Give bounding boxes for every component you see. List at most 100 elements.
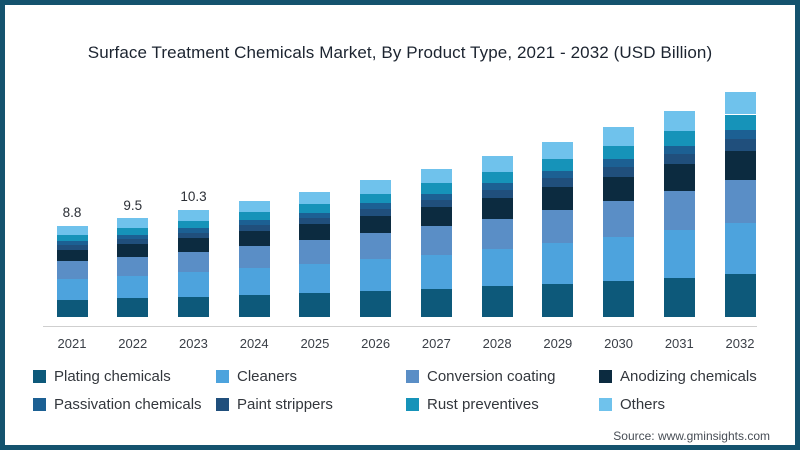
stacked-bar-2021 bbox=[56, 225, 88, 317]
segment-passivation-chemicals bbox=[663, 145, 695, 154]
legend-label: Rust preventives bbox=[427, 396, 539, 413]
segment-plating-chemicals bbox=[724, 274, 756, 317]
x-tick-2022: 2022 bbox=[118, 336, 148, 351]
segment-conversion-coating bbox=[117, 256, 149, 276]
segment-conversion-coating bbox=[663, 191, 695, 231]
x-tick-2023: 2023 bbox=[178, 336, 208, 351]
total-label-2021: 8.8 bbox=[62, 204, 82, 220]
segment-rust-preventives bbox=[724, 114, 756, 131]
segment-anodizing-chemicals bbox=[360, 215, 392, 234]
segment-paint-strippers bbox=[603, 166, 635, 177]
segment-cleaners bbox=[238, 268, 270, 295]
legend-label: Anodizing chemicals bbox=[620, 368, 757, 385]
stacked-bar-2027 bbox=[420, 168, 452, 317]
stacked-bar-2026 bbox=[360, 180, 392, 317]
legend-label: Plating chemicals bbox=[54, 368, 171, 385]
legend-label: Conversion coating bbox=[427, 368, 556, 385]
legend-swatch-icon bbox=[406, 398, 419, 411]
stacked-bar-2031 bbox=[663, 110, 695, 317]
legend-label: Others bbox=[620, 396, 666, 413]
segment-paint-strippers bbox=[238, 225, 270, 231]
legend-label: Paint strippers bbox=[237, 396, 333, 413]
segment-others bbox=[603, 127, 635, 147]
stacked-bar-2028 bbox=[481, 155, 513, 317]
segment-rust-preventives bbox=[360, 193, 392, 204]
x-tick-2024: 2024 bbox=[239, 336, 269, 351]
total-label-2022: 9.5 bbox=[123, 197, 143, 213]
legend-item-others: Others bbox=[599, 396, 779, 413]
segment-cleaners bbox=[420, 254, 452, 289]
x-tick-2021: 2021 bbox=[57, 336, 87, 351]
segment-conversion-coating bbox=[603, 201, 635, 238]
segment-passivation-chemicals bbox=[117, 234, 149, 239]
segment-cleaners bbox=[177, 272, 209, 297]
segment-others bbox=[360, 180, 392, 194]
segment-passivation-chemicals bbox=[299, 212, 331, 218]
segment-plating-chemicals bbox=[420, 288, 452, 317]
segment-anodizing-chemicals bbox=[603, 176, 635, 202]
x-tick-2027: 2027 bbox=[421, 336, 451, 351]
segment-plating-chemicals bbox=[117, 298, 149, 317]
segment-others bbox=[420, 168, 452, 184]
segment-conversion-coating bbox=[238, 246, 270, 269]
segment-plating-chemicals bbox=[56, 299, 88, 317]
segment-rust-preventives bbox=[117, 228, 149, 235]
segment-rust-preventives bbox=[420, 183, 452, 194]
segment-plating-chemicals bbox=[542, 283, 574, 317]
source-note: Source: www.gminsights.com bbox=[613, 429, 770, 443]
x-tick-2032: 2032 bbox=[725, 336, 755, 351]
segment-anodizing-chemicals bbox=[542, 187, 574, 211]
segment-passivation-chemicals bbox=[420, 193, 452, 200]
segment-rust-preventives bbox=[56, 234, 88, 242]
x-tick-2031: 2031 bbox=[664, 336, 694, 351]
segment-plating-chemicals bbox=[663, 277, 695, 317]
segment-conversion-coating bbox=[542, 210, 574, 244]
legend-label: Cleaners bbox=[237, 368, 298, 385]
segment-cleaners bbox=[724, 222, 756, 275]
segment-others bbox=[724, 91, 756, 115]
legend-swatch-icon bbox=[216, 398, 229, 411]
segment-cleaners bbox=[542, 243, 574, 284]
legend-item-anodizing-chemicals: Anodizing chemicals bbox=[599, 368, 779, 385]
segment-conversion-coating bbox=[56, 261, 88, 279]
stacked-bar-2030 bbox=[603, 127, 635, 317]
segment-cleaners bbox=[663, 230, 695, 278]
segment-paint-strippers bbox=[542, 178, 574, 188]
legend: Plating chemicals Cleaners Conversion coat… bbox=[33, 368, 779, 413]
segment-rust-preventives bbox=[238, 212, 270, 221]
segment-plating-chemicals bbox=[177, 296, 209, 317]
segment-cleaners bbox=[56, 278, 88, 300]
x-tick-2028: 2028 bbox=[482, 336, 512, 351]
segment-anodizing-chemicals bbox=[117, 243, 149, 257]
segment-cleaners bbox=[603, 237, 635, 281]
segment-others bbox=[177, 210, 209, 221]
stacked-bar-2022 bbox=[117, 218, 149, 317]
segment-plating-chemicals bbox=[360, 290, 392, 317]
segment-paint-strippers bbox=[117, 238, 149, 244]
segment-conversion-coating bbox=[724, 179, 756, 223]
segment-passivation-chemicals bbox=[56, 241, 88, 246]
segment-others bbox=[117, 218, 149, 229]
segment-rust-preventives bbox=[603, 146, 635, 160]
segment-rust-preventives bbox=[299, 204, 331, 213]
segment-conversion-coating bbox=[360, 233, 392, 260]
x-tick-2025: 2025 bbox=[300, 336, 330, 351]
segment-cleaners bbox=[117, 275, 149, 299]
segment-anodizing-chemicals bbox=[663, 164, 695, 192]
segment-paint-strippers bbox=[177, 232, 209, 238]
segment-paint-strippers bbox=[481, 189, 513, 198]
x-tick-2026: 2026 bbox=[361, 336, 391, 351]
legend-item-cleaners: Cleaners bbox=[216, 368, 406, 385]
x-tick-2029: 2029 bbox=[543, 336, 573, 351]
segment-anodizing-chemicals bbox=[420, 207, 452, 227]
segment-others bbox=[663, 110, 695, 132]
stacked-bar-2032 bbox=[724, 91, 756, 317]
segment-others bbox=[542, 141, 574, 160]
segment-cleaners bbox=[299, 264, 331, 294]
legend-label: Passivation chemicals bbox=[54, 396, 202, 413]
legend-swatch-icon bbox=[33, 370, 46, 383]
legend-item-passivation-chemicals: Passivation chemicals bbox=[33, 396, 216, 413]
stacked-bar-2023 bbox=[177, 210, 209, 317]
segment-anodizing-chemicals bbox=[481, 197, 513, 219]
